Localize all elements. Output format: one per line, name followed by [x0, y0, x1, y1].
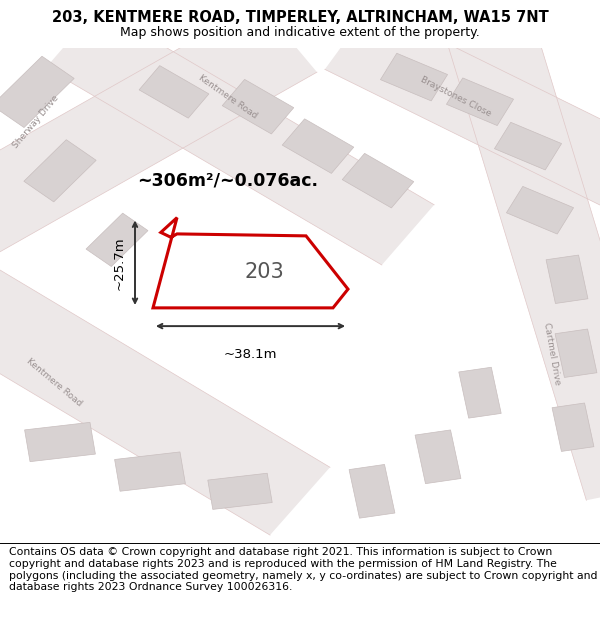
Polygon shape [86, 213, 148, 266]
Text: Sherway Drive: Sherway Drive [11, 93, 61, 150]
Text: 203, KENTMERE ROAD, TIMPERLEY, ALTRINCHAM, WA15 7NT: 203, KENTMERE ROAD, TIMPERLEY, ALTRINCHA… [52, 11, 548, 26]
Text: ~25.7m: ~25.7m [113, 236, 126, 289]
Polygon shape [282, 119, 354, 173]
Text: Kentmere Road: Kentmere Road [197, 73, 259, 121]
Polygon shape [555, 329, 597, 378]
Text: Kentmere Road: Kentmere Road [25, 357, 83, 409]
Polygon shape [552, 403, 594, 451]
Polygon shape [24, 140, 96, 202]
Text: Braystones Close: Braystones Close [419, 75, 493, 119]
Polygon shape [25, 422, 95, 462]
Polygon shape [342, 153, 414, 208]
Polygon shape [222, 79, 294, 134]
Polygon shape [494, 122, 562, 170]
Polygon shape [0, 56, 74, 128]
Polygon shape [446, 78, 514, 126]
Polygon shape [115, 452, 185, 491]
Text: ~38.1m: ~38.1m [224, 348, 277, 361]
Text: Map shows position and indicative extent of the property.: Map shows position and indicative extent… [120, 26, 480, 39]
Text: Contains OS data © Crown copyright and database right 2021. This information is : Contains OS data © Crown copyright and d… [9, 548, 598, 592]
Text: Cartmel Drive: Cartmel Drive [542, 321, 562, 385]
Polygon shape [415, 430, 461, 484]
Text: ~306m²/~0.076ac.: ~306m²/~0.076ac. [137, 172, 319, 189]
Polygon shape [546, 255, 588, 304]
Polygon shape [448, 29, 600, 500]
Polygon shape [380, 53, 448, 101]
Polygon shape [0, 270, 330, 535]
Polygon shape [0, 3, 317, 269]
Text: 203: 203 [244, 262, 284, 282]
Polygon shape [208, 473, 272, 509]
Polygon shape [325, 6, 600, 217]
Polygon shape [139, 66, 209, 118]
Polygon shape [349, 464, 395, 518]
Polygon shape [46, 8, 434, 265]
Polygon shape [459, 368, 501, 418]
Polygon shape [506, 186, 574, 234]
